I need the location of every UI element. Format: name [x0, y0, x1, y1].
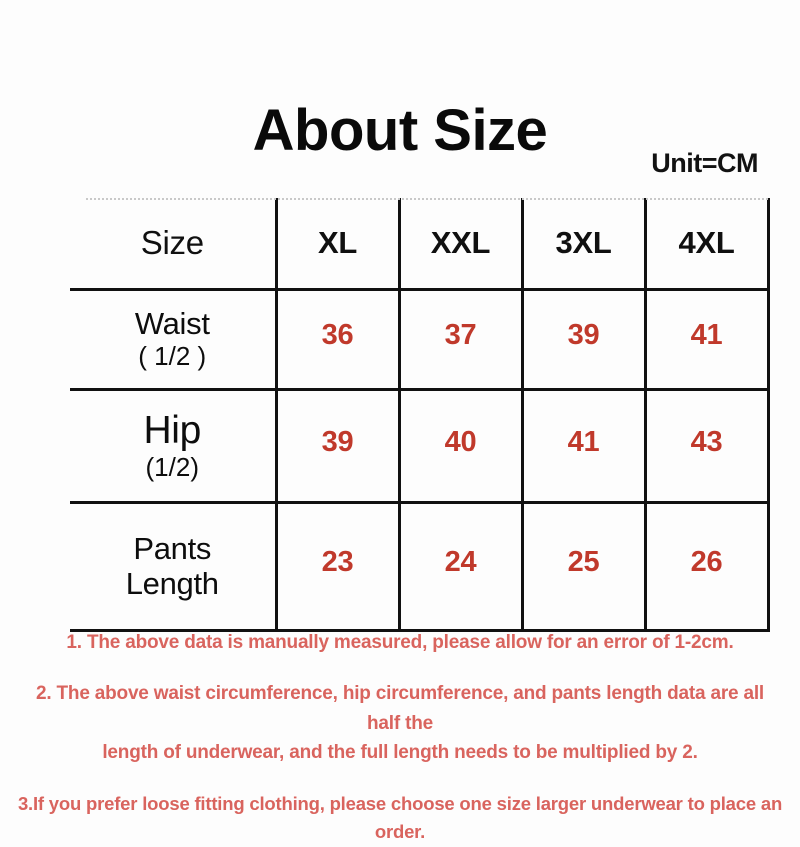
value-waist-xxl: 37 [444, 319, 477, 351]
value-hip-xxl: 40 [444, 425, 477, 458]
table-top-dotted-border [86, 198, 768, 200]
unit-label: Unit=CM [651, 148, 758, 178]
row-label-pants-line2: Length [125, 565, 219, 601]
page-title: About Size [252, 98, 548, 163]
cell-hip-4xl: 43 [645, 389, 770, 504]
cell-waist-3xl: 39 [522, 289, 647, 391]
footnote-3: 3.If you prefer loose fitting clothing, … [17, 792, 783, 843]
cell-hip-3xl: 41 [522, 389, 647, 504]
header-cell-3xl: 3XL [522, 198, 647, 291]
table-header-row: Size XL XXL 3XL 4XL [70, 198, 770, 291]
row-label-waist-sub: ( 1/2 ) [138, 341, 207, 372]
cell-pants-3xl: 25 [522, 502, 647, 632]
value-pants-xxl: 24 [444, 546, 477, 578]
cell-pants-xxl: 24 [399, 502, 524, 632]
value-hip-3xl: 41 [567, 425, 600, 458]
value-pants-3xl: 25 [567, 546, 600, 578]
cell-hip-xl: 39 [276, 389, 401, 504]
table-row: Pants Length 23 24 25 26 [70, 502, 770, 632]
value-pants-4xl: 26 [690, 546, 723, 578]
footnote-2: 2. The above waist circumference, hip ci… [0, 679, 800, 767]
row-label-waist-main: Waist [134, 305, 210, 341]
value-waist-xl: 36 [321, 319, 354, 351]
size-table: Size XL XXL 3XL 4XL Waist [70, 198, 770, 632]
row-label-hip-sub: (1/2) [145, 452, 199, 483]
value-waist-3xl: 39 [567, 319, 600, 351]
value-hip-xl: 39 [321, 425, 354, 458]
header-cell-xxl: XXL [399, 198, 524, 291]
table-row: Hip (1/2) 39 40 41 43 [70, 389, 770, 504]
cell-waist-xl: 36 [276, 289, 401, 391]
chart-header: About Size Unit=CM [0, 0, 800, 190]
header-label-xxl: XXL [430, 225, 491, 260]
cell-waist-xxl: 37 [399, 289, 524, 391]
cell-waist-4xl: 41 [645, 289, 770, 391]
row-label-hip-main: Hip [143, 408, 202, 452]
row-label-pants-length: Pants Length [70, 502, 278, 632]
table-row: Waist ( 1/2 ) 36 37 39 41 [70, 289, 770, 391]
cell-pants-xl: 23 [276, 502, 401, 632]
cell-pants-4xl: 26 [645, 502, 770, 632]
header-label-size: Size [140, 224, 204, 261]
value-pants-xl: 23 [321, 546, 354, 578]
row-label-hip: Hip (1/2) [70, 389, 278, 504]
header-cell-4xl: 4XL [645, 198, 770, 291]
header-label-3xl: 3XL [555, 225, 612, 260]
cell-hip-xxl: 40 [399, 389, 524, 504]
size-table-container: Size XL XXL 3XL 4XL Waist [70, 198, 770, 632]
footnote-2-line-1: 2. The above waist circumference, hip ci… [35, 683, 764, 734]
header-label-4xl: 4XL [678, 225, 735, 260]
header-cell-size: Size [70, 198, 278, 291]
footnotes: 1. The above data is manually measured, … [0, 628, 800, 847]
header-cell-xl: XL [276, 198, 401, 291]
row-label-waist: Waist ( 1/2 ) [70, 289, 278, 391]
row-label-pants-line1: Pants [133, 530, 212, 566]
header-label-xl: XL [317, 225, 357, 260]
value-hip-4xl: 43 [690, 425, 723, 458]
footnote-1: 1. The above data is manually measured, … [66, 632, 734, 653]
value-waist-4xl: 41 [690, 319, 723, 351]
footnote-2-line-2: length of underwear, and the full length… [102, 742, 698, 764]
